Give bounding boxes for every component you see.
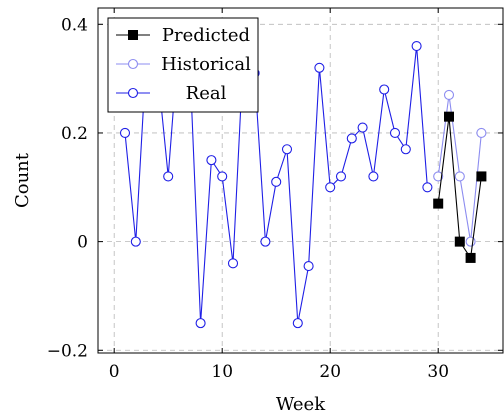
data-point-real xyxy=(217,171,228,182)
data-point-predicted xyxy=(476,171,487,182)
legend-label-historical: Historical xyxy=(161,54,251,75)
legend-marker-historical xyxy=(127,58,139,70)
y-tick-label: −0.2 xyxy=(47,341,88,361)
x-tick-label: 10 xyxy=(211,362,233,382)
x-tick-label: 30 xyxy=(427,362,449,382)
data-point-real xyxy=(346,133,357,144)
y-tick-label: 0 xyxy=(77,233,88,253)
data-point-real xyxy=(368,171,379,182)
legend-label-predicted: Predicted xyxy=(162,25,250,46)
data-point-real xyxy=(379,84,390,95)
data-point-predicted xyxy=(433,198,444,209)
axes: 0 10 20 30 −0.2 0 0.2 0.4 Week Count xyxy=(12,7,504,415)
legend-marker-real xyxy=(127,87,139,99)
data-point-real xyxy=(422,182,433,193)
data-point-historical xyxy=(433,171,444,182)
legend-marker-predicted xyxy=(128,30,138,40)
y-tick-label: 0.4 xyxy=(61,15,88,35)
legend-label-real: Real xyxy=(186,83,227,104)
data-point-real xyxy=(163,171,174,182)
data-point-real xyxy=(292,318,303,329)
data-point-real xyxy=(357,122,368,133)
data-point-real xyxy=(119,127,131,139)
data-point-real xyxy=(130,236,141,247)
data-point-historical xyxy=(465,236,476,247)
data-point-real xyxy=(195,318,206,329)
legend: Predicted Historical Real xyxy=(107,17,259,113)
data-point-historical xyxy=(476,127,487,139)
data-point-real xyxy=(389,127,401,139)
data-point-predicted xyxy=(444,111,454,122)
x-axis-title: Week xyxy=(276,394,326,415)
x-tick-label: 20 xyxy=(319,362,341,382)
data-point-real xyxy=(303,261,314,272)
data-point-real xyxy=(325,182,336,193)
data-point-real xyxy=(206,155,217,166)
data-point-historical xyxy=(454,171,465,182)
data-point-real xyxy=(271,176,282,187)
data-point-predicted xyxy=(454,236,465,247)
data-point-real xyxy=(227,258,239,269)
data-point-real xyxy=(335,171,347,182)
y-axis-title: Count xyxy=(12,152,33,208)
data-point-real xyxy=(314,62,325,73)
data-point-predicted xyxy=(465,252,476,263)
y-tick-label: 0.2 xyxy=(61,124,88,144)
data-point-historical xyxy=(443,89,455,100)
data-point-real xyxy=(260,236,271,247)
data-point-real xyxy=(400,144,411,155)
x-tick-label: 0 xyxy=(109,362,120,382)
data-point-real xyxy=(281,144,293,155)
data-point-real xyxy=(411,40,422,52)
plot-frame xyxy=(97,7,504,354)
